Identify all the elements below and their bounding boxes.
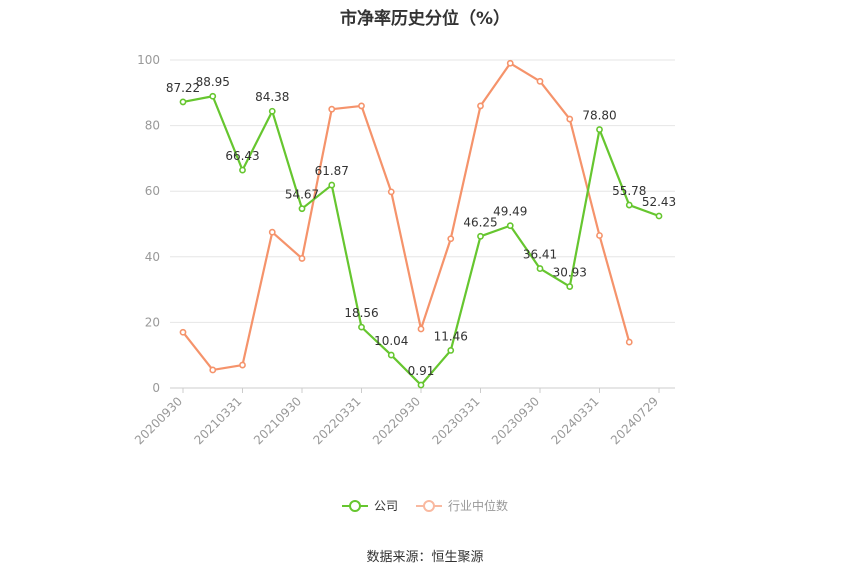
legend: 公司 行业中位数 (0, 497, 850, 514)
data-label: 61.87 (315, 164, 349, 178)
data-point-company (417, 381, 425, 389)
data-label: 87.22 (166, 81, 200, 95)
y-tick-label: 40 (145, 250, 160, 264)
data-label: 46.25 (463, 215, 497, 229)
data-point-company (328, 181, 336, 189)
y-tick-label: 20 (145, 315, 160, 329)
legend-item-company[interactable]: 公司 (341, 497, 398, 514)
data-point-industry-median (625, 338, 633, 346)
data-label: 18.56 (344, 306, 378, 320)
data-point-industry-median (358, 102, 365, 110)
data-point-industry-median (239, 361, 246, 369)
data-point-company (506, 222, 514, 230)
chart-title: 市净率历史分位（%） (339, 9, 511, 29)
data-point-industry-median (298, 255, 306, 262)
data-label: 52.43 (642, 195, 676, 209)
data-label: 78.80 (582, 109, 616, 123)
series-line-company (182, 95, 660, 387)
data-point-company (447, 347, 455, 354)
data-point-company (358, 323, 365, 331)
x-tick-label: 20230930 (489, 394, 542, 447)
data-label: 30.93 (553, 266, 587, 280)
data-label: 36.41 (523, 248, 557, 262)
data-label: 66.43 (225, 149, 259, 163)
data-point-industry-median (179, 328, 187, 336)
y-tick-label: 80 (145, 119, 160, 133)
data-point-industry-median (417, 325, 425, 333)
series-line-industry-median (182, 62, 631, 372)
legend-item-industry-median[interactable]: 行业中位数 (416, 497, 508, 514)
y-tick-label: 60 (145, 184, 160, 198)
data-label: 55.78 (612, 184, 646, 198)
legend-label-industry-median: 行业中位数 (448, 499, 509, 513)
x-tick-label: 20220331 (311, 394, 364, 447)
data-point-company (387, 351, 395, 359)
data-point-industry-median (506, 59, 514, 67)
data-label: 10.04 (374, 334, 408, 348)
data-point-company (239, 166, 246, 174)
data-point-company (566, 283, 574, 290)
legend-swatch-industry-median (416, 499, 442, 513)
y-tick-label: 0 (152, 381, 160, 395)
data-label: 88.95 (196, 75, 230, 89)
data-point-company (298, 205, 306, 213)
data-point-company (179, 98, 187, 106)
data-point-industry-median (477, 102, 484, 110)
data-point-company (268, 107, 276, 115)
data-point-industry-median (566, 115, 574, 123)
x-tick-label: 20210331 (192, 394, 245, 447)
data-point-industry-median (447, 235, 455, 243)
data-point-company (596, 126, 603, 133)
y-tick-label: 100 (137, 53, 160, 67)
x-tick-label: 20240729 (608, 394, 661, 447)
data-point-company (536, 265, 544, 272)
x-tick-label: 20240331 (549, 394, 602, 447)
x-tick-label: 20230331 (430, 394, 483, 447)
data-point-industry-median (387, 188, 395, 196)
data-label: 54.67 (285, 188, 319, 202)
data-point-company (477, 232, 484, 240)
data-point-industry-median (209, 366, 217, 374)
source-note: 数据来源：恒生聚源 (366, 550, 484, 565)
data-label: 84.38 (255, 90, 289, 104)
data-label: 11.46 (434, 329, 468, 343)
data-point-company (655, 212, 663, 220)
data-point-company (209, 92, 217, 100)
data-label: 49.49 (493, 205, 527, 219)
x-tick-label: 20210930 (251, 394, 304, 447)
legend-swatch-company (341, 499, 368, 513)
data-point-industry-median (536, 77, 544, 85)
data-point-company (625, 201, 633, 209)
data-point-industry-median (268, 228, 276, 236)
data-point-industry-median (328, 105, 336, 113)
data-label: 0.91 (408, 364, 435, 378)
data-point-industry-median (596, 232, 603, 239)
legend-label-company: 公司 (373, 499, 398, 513)
x-tick-label: 20220930 (370, 394, 423, 447)
x-tick-label: 20200930 (132, 394, 185, 447)
